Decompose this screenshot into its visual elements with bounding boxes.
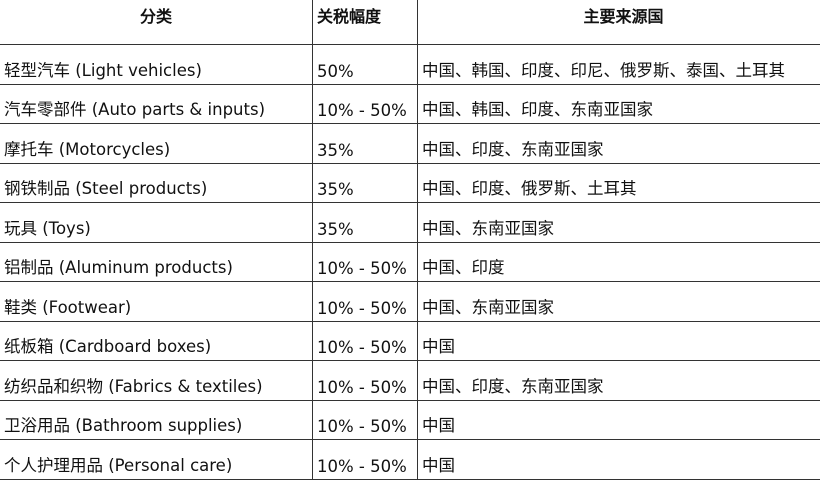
source-countries-cell: 中国、印度 — [418, 242, 820, 282]
source-countries-cell: 中国 — [418, 400, 820, 440]
tariff-cell: 10% - 50% — [313, 361, 418, 401]
source-countries-cell: 中国 — [418, 321, 820, 361]
tariff-cell: 10% - 50% — [313, 400, 418, 440]
source-countries-cell: 中国、印度、东南亚国家 — [418, 361, 820, 401]
tariff-cell: 10% - 50% — [313, 282, 418, 322]
table-row: 轻型汽车 (Light vehicles)50%中国、韩国、印度、印尼、俄罗斯、… — [0, 45, 820, 85]
category-cell: 铝制品 (Aluminum products) — [0, 242, 313, 282]
tariff-cell: 10% - 50% — [313, 440, 418, 480]
source-countries-cell: 中国、韩国、印度、东南亚国家 — [418, 84, 820, 124]
category-cell: 卫浴用品 (Bathroom supplies) — [0, 400, 313, 440]
table-row: 纸板箱 (Cardboard boxes)10% - 50%中国 — [0, 321, 820, 361]
category-cell: 纸板箱 (Cardboard boxes) — [0, 321, 313, 361]
category-cell: 轻型汽车 (Light vehicles) — [0, 45, 313, 85]
table-row: 纺织品和织物 (Fabrics & textiles)10% - 50%中国、印… — [0, 361, 820, 401]
table-row: 铝制品 (Aluminum products)10% - 50%中国、印度 — [0, 242, 820, 282]
table-row: 汽车零部件 (Auto parts & inputs)10% - 50%中国、韩… — [0, 84, 820, 124]
category-cell: 鞋类 (Footwear) — [0, 282, 313, 322]
tariff-cell: 10% - 50% — [313, 84, 418, 124]
table-row: 玩具 (Toys)35%中国、东南亚国家 — [0, 203, 820, 243]
source-countries-cell: 中国 — [418, 440, 820, 480]
category-cell: 汽车零部件 (Auto parts & inputs) — [0, 84, 313, 124]
tariff-cell: 10% - 50% — [313, 321, 418, 361]
tariff-cell: 10% - 50% — [313, 242, 418, 282]
table-row: 个人护理用品 (Personal care)10% - 50%中国 — [0, 440, 820, 480]
tariff-cell: 35% — [313, 203, 418, 243]
category-cell: 玩具 (Toys) — [0, 203, 313, 243]
category-cell: 摩托车 (Motorcycles) — [0, 124, 313, 164]
source-countries-cell: 中国、印度、东南亚国家 — [418, 124, 820, 164]
table-row: 卫浴用品 (Bathroom supplies)10% - 50%中国 — [0, 400, 820, 440]
category-cell: 钢铁制品 (Steel products) — [0, 163, 313, 203]
table-row: 钢铁制品 (Steel products)35%中国、印度、俄罗斯、土耳其 — [0, 163, 820, 203]
category-cell: 纺织品和织物 (Fabrics & textiles) — [0, 361, 313, 401]
source-countries-cell: 中国、印度、俄罗斯、土耳其 — [418, 163, 820, 203]
header-row: 分类 关税幅度 主要来源国 — [0, 0, 820, 45]
category-cell: 个人护理用品 (Personal care) — [0, 440, 313, 480]
source-countries-cell: 中国、韩国、印度、印尼、俄罗斯、泰国、土耳其 — [418, 45, 820, 85]
header-source-countries: 主要来源国 — [418, 0, 820, 45]
tariff-cell: 35% — [313, 163, 418, 203]
header-tariff-range: 关税幅度 — [313, 0, 418, 45]
header-category: 分类 — [0, 0, 313, 45]
table-row: 鞋类 (Footwear)10% - 50%中国、东南亚国家 — [0, 282, 820, 322]
tariff-cell: 35% — [313, 124, 418, 164]
source-countries-cell: 中国、东南亚国家 — [418, 282, 820, 322]
source-countries-cell: 中国、东南亚国家 — [418, 203, 820, 243]
table-row: 摩托车 (Motorcycles)35%中国、印度、东南亚国家 — [0, 124, 820, 164]
tariff-cell: 50% — [313, 45, 418, 85]
